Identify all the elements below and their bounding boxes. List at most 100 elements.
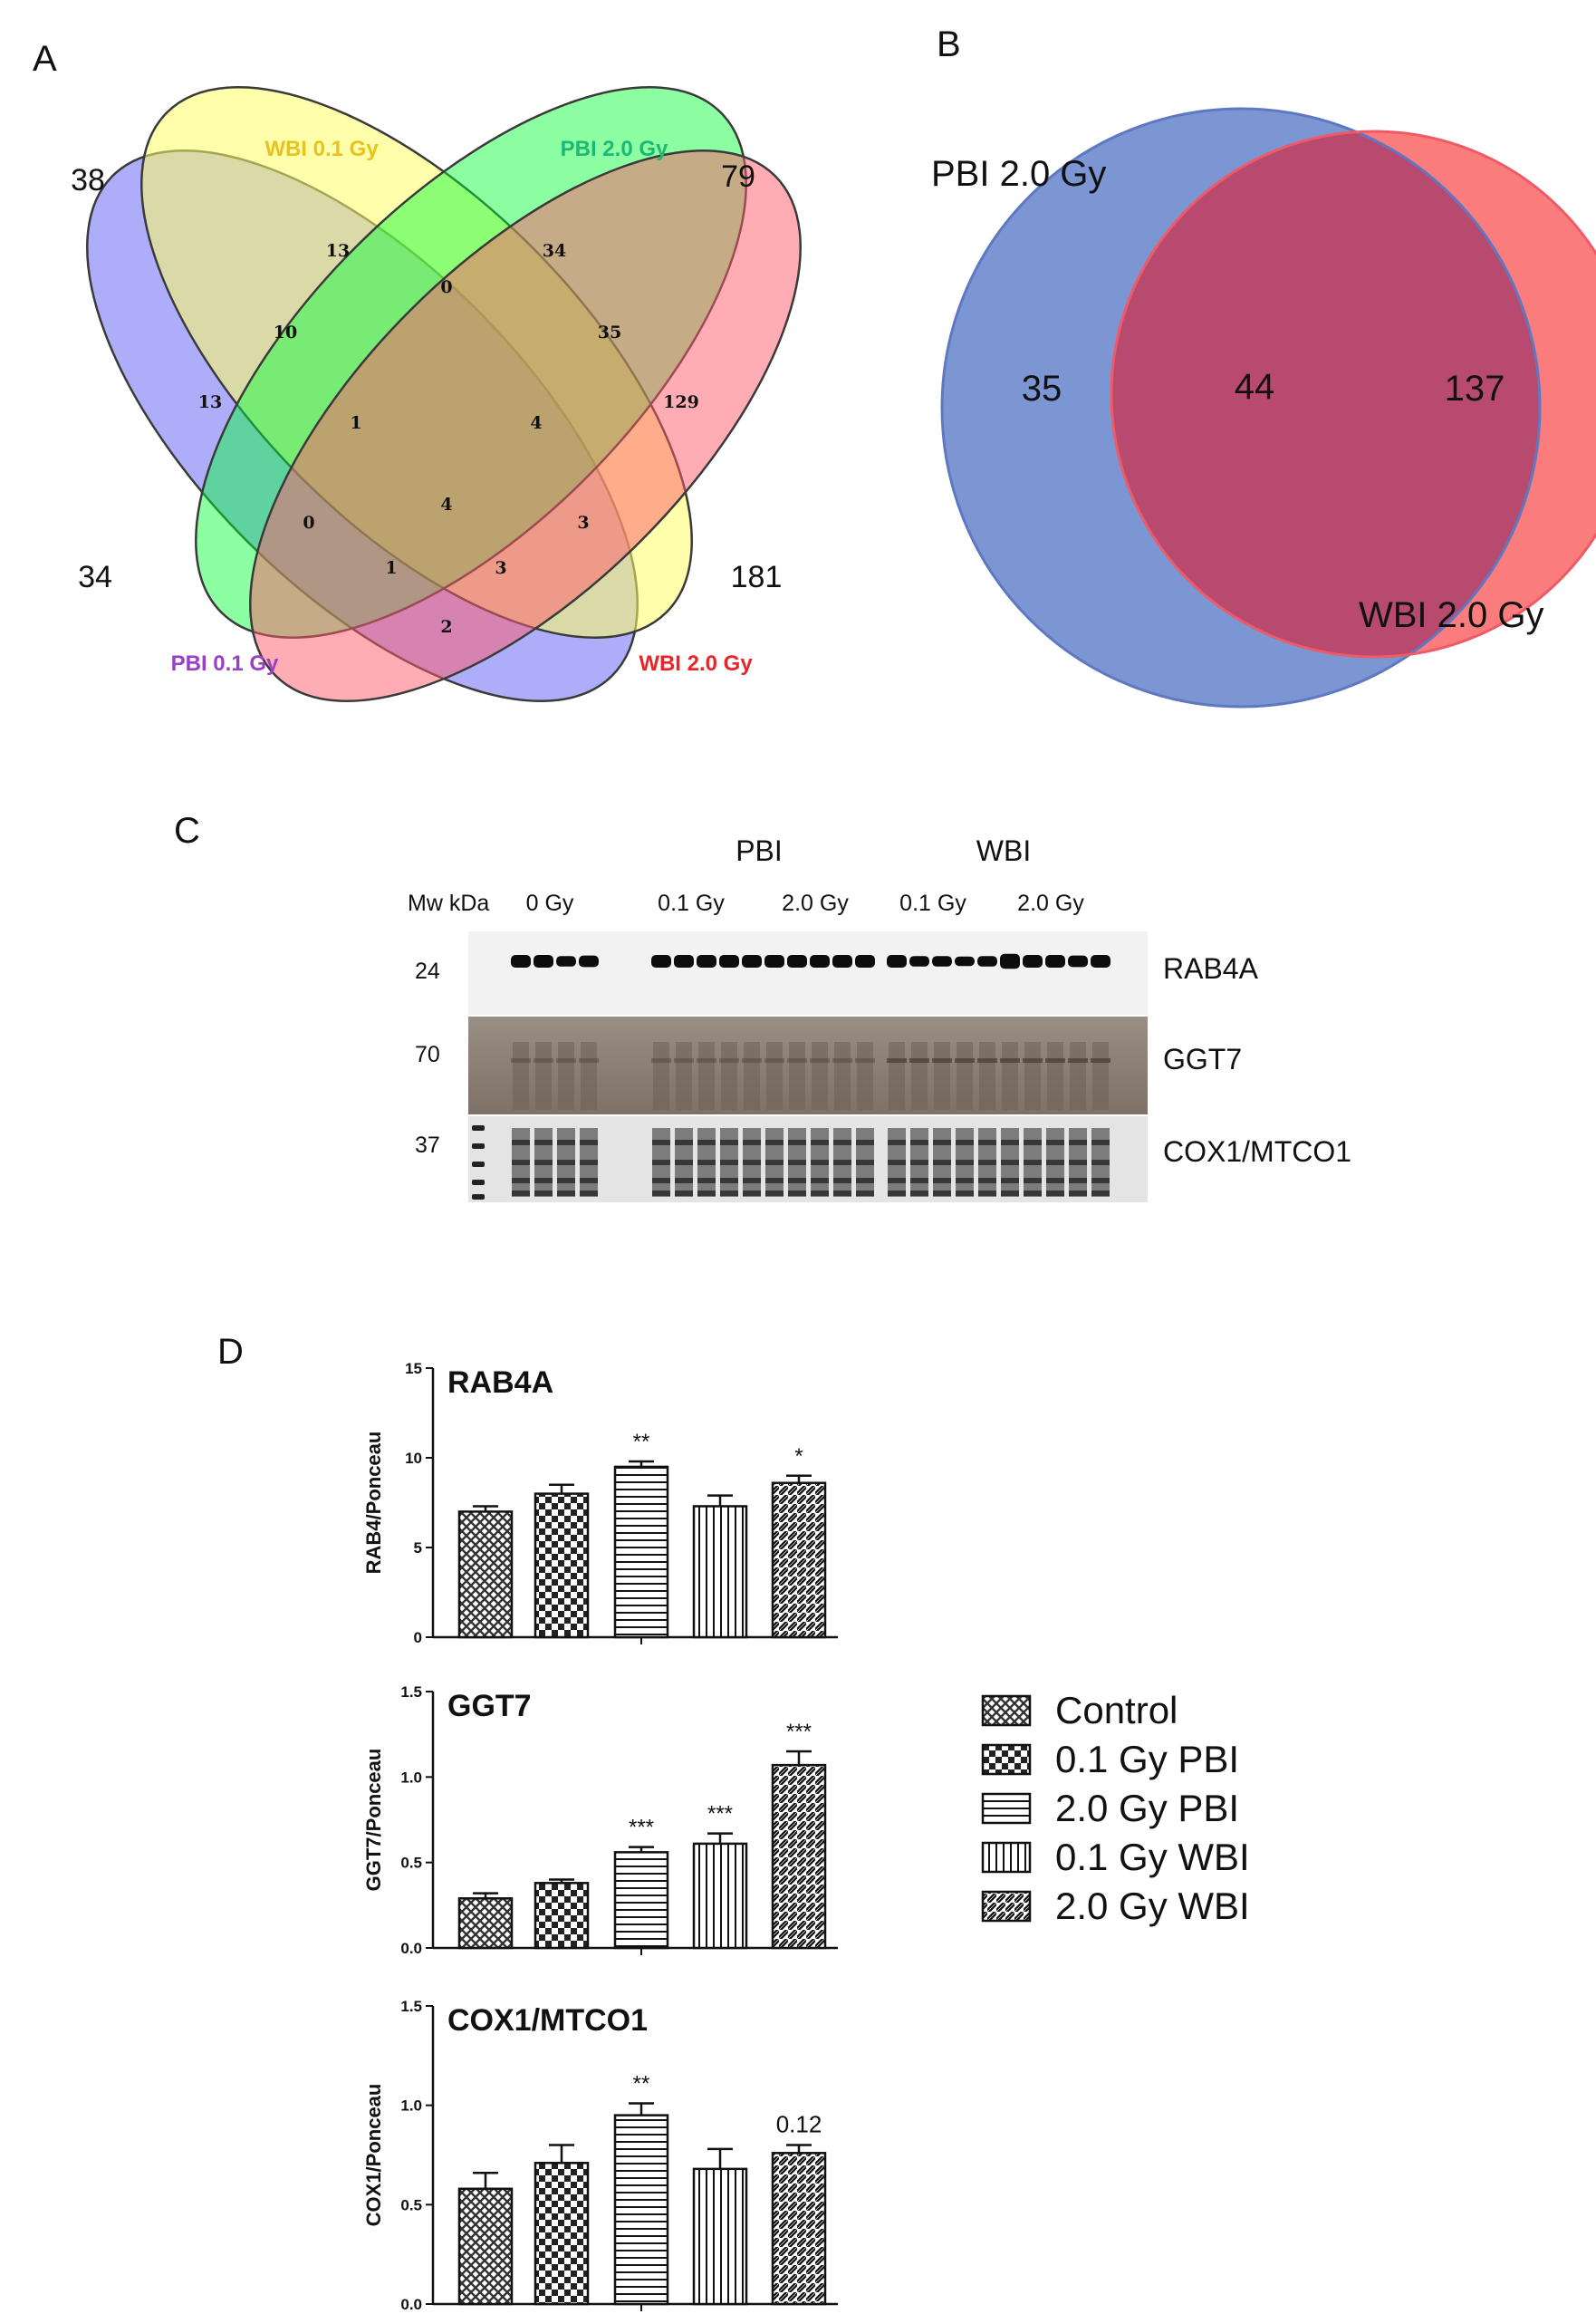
- blot-band-cox1: [1046, 1160, 1064, 1165]
- blot-band-rab4a: [1000, 953, 1020, 969]
- blot-band-cox1: [833, 1140, 851, 1145]
- venn2-circle-left-outline: [940, 107, 1542, 709]
- venn4-region-only-pbi01: 13: [198, 392, 222, 412]
- blot-band-cox1: [580, 1178, 598, 1183]
- blot-band-ggt7: [909, 1058, 929, 1063]
- venn4-total-wbi20: 181: [731, 560, 783, 594]
- y-tick-label: 1.0: [400, 2097, 422, 2115]
- western-blot: PBI WBI Mw kDa 0 Gy 0.1 Gy 2.0 Gy 0.1 Gy…: [408, 834, 1351, 1202]
- y-tick-label: 0.5: [400, 2196, 422, 2213]
- significance-label: ***: [629, 1816, 654, 1840]
- blot-strip-rab4a: [468, 931, 1148, 1015]
- blot-band-cox1: [888, 1178, 906, 1183]
- bar: [613, 1851, 669, 1950]
- blot-band-rab4a: [534, 955, 553, 968]
- blot-ladder-band: [472, 1143, 485, 1149]
- blot-protein-row-1: GGT7: [1163, 1043, 1242, 1075]
- blot-lane-ggt7: [1070, 1042, 1086, 1110]
- panel-letter-d: D: [217, 1332, 244, 1372]
- venn2-right-only: 137: [1445, 369, 1505, 409]
- blot-lane-ggt7: [721, 1042, 737, 1110]
- venn4-region-pbi01-pbi20-wbi20: 1: [385, 558, 397, 578]
- blot-band-cox1: [956, 1191, 974, 1196]
- blot-band-cox1: [856, 1191, 874, 1196]
- blot-band-rab4a: [674, 955, 694, 968]
- blot-group-wbi: WBI: [976, 834, 1031, 867]
- blot-band-rab4a: [909, 956, 929, 967]
- blot-band-cox1: [512, 1178, 530, 1183]
- significance-label: **: [633, 2071, 650, 2096]
- blot-band-ggt7: [855, 1058, 875, 1063]
- venn4-label-wbi20: WBI 2.0 Gy: [639, 651, 753, 676]
- bar: [692, 2167, 748, 2306]
- blot-band-cox1: [910, 1191, 928, 1196]
- blot-band-ggt7: [742, 1058, 762, 1063]
- blot-band-rab4a: [579, 955, 599, 968]
- legend-label-wbi01: 0.1 Gy WBI: [1055, 1836, 1250, 1878]
- blot-dose-4: 2.0 Gy: [1017, 891, 1084, 916]
- y-tick-label: 15: [405, 1360, 422, 1377]
- blot-band-rab4a: [697, 955, 716, 968]
- venn4-label-pbi20: PBI 2.0 Gy: [561, 137, 668, 161]
- legend-label-pbi01: 0.1 Gy PBI: [1055, 1738, 1239, 1780]
- blot-band-rab4a: [887, 955, 907, 968]
- chart-title: COX1/MTCO1: [447, 2003, 648, 2038]
- panel-letter-a: A: [33, 39, 57, 79]
- blot-band-cox1: [811, 1160, 829, 1165]
- blot-band-cox1: [720, 1191, 738, 1196]
- blot-band-cox1: [765, 1160, 784, 1165]
- blot-band-cox1: [652, 1191, 670, 1196]
- blot-band-cox1: [856, 1160, 874, 1165]
- venn4-region-wbi01-pbi20-wbi20: 4: [530, 413, 542, 433]
- blot-band-cox1: [788, 1191, 806, 1196]
- bar: [771, 1481, 827, 1639]
- blot-bands-cox1: [472, 1125, 1110, 1200]
- blot-band-ggt7: [651, 1058, 671, 1063]
- blot-band-rab4a: [1068, 955, 1088, 968]
- blot-band-rab4a: [810, 955, 830, 968]
- significance-label: ***: [707, 1802, 733, 1827]
- blot-band-cox1: [765, 1178, 784, 1183]
- blot-band-cox1: [1069, 1178, 1087, 1183]
- blot-band-cox1: [978, 1140, 996, 1145]
- venn2-right-label: WBI 2.0 Gy: [1359, 595, 1544, 635]
- significance-label: ***: [786, 1720, 812, 1744]
- bar: [771, 2152, 827, 2306]
- blot-band-cox1: [652, 1140, 670, 1145]
- blot-band-cox1: [1069, 1160, 1087, 1165]
- y-tick-label: 0.5: [400, 1855, 422, 1872]
- blot-band-cox1: [765, 1191, 784, 1196]
- blot-band-ggt7: [534, 1058, 553, 1063]
- blot-band-ggt7: [511, 1058, 531, 1063]
- blot-dose-3: 0.1 Gy: [899, 891, 966, 916]
- blot-lane-ggt7: [653, 1042, 669, 1110]
- blot-band-cox1: [1091, 1191, 1110, 1196]
- blot-band-cox1: [512, 1160, 530, 1165]
- blot-band-cox1: [1069, 1140, 1087, 1145]
- venn4-label-wbi01: WBI 0.1 Gy: [264, 137, 379, 161]
- venn4-region-pbi01-wbi01-pbi20: 1: [350, 413, 361, 433]
- blot-band-rab4a: [1045, 955, 1065, 968]
- blot-band-cox1: [1046, 1178, 1064, 1183]
- blot-lane-ggt7: [513, 1042, 529, 1110]
- blot-band-cox1: [1046, 1140, 1064, 1145]
- blot-band-ggt7: [1023, 1058, 1043, 1063]
- bar-chart-2: 0.0 0.5 1.0 1.5 COX1/MTCO1 COX1/Ponceau ** 0.12: [362, 1998, 838, 2313]
- blot-band-rab4a: [556, 956, 576, 967]
- venn4-region-pbi01-wbi20: 2: [440, 617, 452, 637]
- blot-band-cox1: [1091, 1160, 1110, 1165]
- blot-band-cox1: [1001, 1140, 1019, 1145]
- bar: [613, 2114, 669, 2306]
- blot-lane-ggt7: [698, 1042, 715, 1110]
- blot-lane-ggt7: [1002, 1042, 1018, 1110]
- blot-band-cox1: [720, 1140, 738, 1145]
- blot-band-cox1: [933, 1140, 951, 1145]
- blot-band-cox1: [811, 1191, 829, 1196]
- blot-band-cox1: [956, 1140, 974, 1145]
- blot-band-cox1: [788, 1160, 806, 1165]
- blot-mw-row-1: 70: [415, 1042, 440, 1067]
- venn4-total-pbi01: 34: [78, 560, 112, 594]
